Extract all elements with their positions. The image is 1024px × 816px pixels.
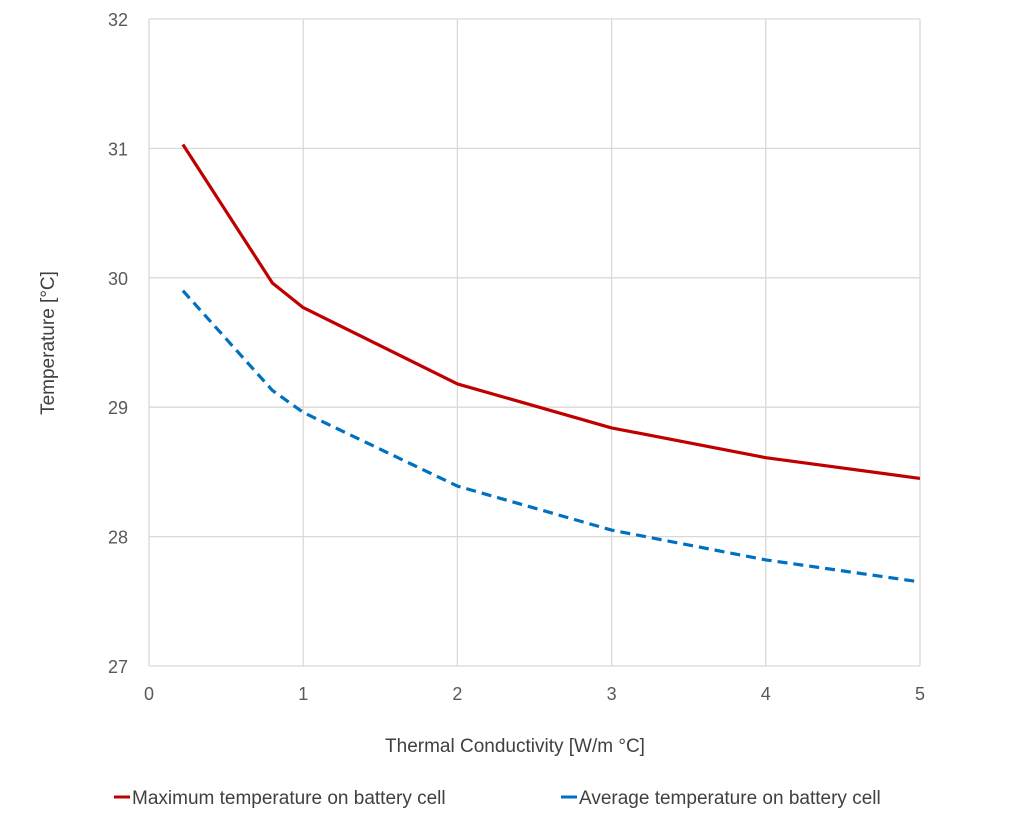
y-tick-label: 30 [108,269,128,289]
grid-lines [148,18,921,667]
legend-label-max: Maximum temperature on battery cell [132,788,446,809]
series-line-max [181,143,921,480]
x-tick-label: 2 [452,684,462,704]
legend-label-avg: Average temperature on battery cell [579,788,881,809]
x-tick-label: 1 [298,684,308,704]
series-layer [181,143,921,584]
legend-item-max: Maximum temperature on battery cell [114,788,446,809]
y-tick-label: 28 [108,528,128,548]
x-tick-label: 0 [144,684,154,704]
series-line-avg [181,289,921,584]
legend: Maximum temperature on battery cell Aver… [114,788,881,809]
y-axis-title: Temperature [°C] [38,271,59,415]
y-tick-label: 27 [108,657,128,677]
legend-item-avg: Average temperature on battery cell [561,788,881,809]
x-tick-label: 5 [915,684,925,704]
y-tick-label: 32 [108,10,128,30]
x-tick-label: 4 [761,684,771,704]
y-axis-ticks: 27 28 29 30 31 32 [108,10,128,677]
y-tick-label: 31 [108,139,128,159]
y-tick-label: 29 [108,398,128,418]
x-axis-title: Thermal Conductivity [W/m °C] [385,736,645,757]
x-tick-label: 3 [607,684,617,704]
x-axis-ticks: 0 1 2 3 4 5 [144,684,925,704]
